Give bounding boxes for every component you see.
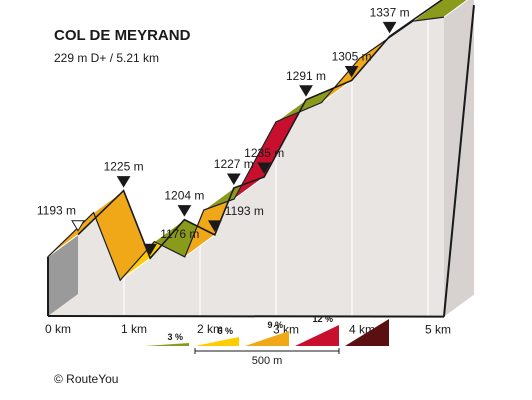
legend-label: 3 % (167, 332, 183, 342)
profile-start-cap (48, 234, 78, 316)
elevation-marker (143, 243, 158, 256)
profile-end-edge (442, 5, 475, 317)
elevation-marker (207, 220, 222, 232)
distance-axis: 0 km 1 km 2 km 3 km 4 km 5 km (45, 322, 451, 337)
legend-swatch (295, 325, 339, 346)
elevation-label: 1193 m (225, 204, 264, 218)
chart-subtitle: 229 m D+ / 5.21 km (54, 51, 159, 65)
elevation-marker (116, 176, 131, 188)
elevation-label: 1337 m (370, 5, 410, 19)
elevation-marker (257, 162, 272, 174)
elevation-marker (299, 85, 313, 97)
elevation-label: 1176 m (160, 227, 199, 241)
credit-text: © RouteYou (54, 372, 118, 386)
endpoint-marker (71, 220, 85, 232)
elevation-marker (177, 205, 192, 217)
legend-swatch (195, 337, 239, 346)
elevation-label: 1193 m (37, 204, 76, 218)
legend-label: 12 % (312, 314, 333, 324)
profile-ground-line (47, 315, 444, 318)
chart-title: COL DE MEYRAND (54, 27, 191, 44)
elevation-label: 1235 m (244, 146, 284, 160)
legend-swatch (245, 331, 289, 346)
gradient-legend: 3 % 6 % 9 % 12 % 500 m (145, 314, 389, 367)
km-tick-label: 5 km (425, 323, 451, 337)
elevation-markers: 1193 m 1225 m 1176 m 1204 m 1193 m 1227 m1235… (37, 5, 410, 256)
scale-label: 500 m (252, 355, 283, 367)
legend-swatch (345, 319, 389, 346)
elevation-label: 1204 m (164, 189, 204, 203)
km-tick-label: 0 km (45, 322, 71, 336)
elevation-label: 1225 m (104, 160, 144, 174)
km-tick-label: 3 km (273, 322, 299, 336)
elevation-marker (382, 21, 397, 34)
legend-swatch (145, 343, 189, 346)
km-tick-label: 1 km (121, 322, 147, 336)
km-tick-label: 2 km (197, 322, 223, 336)
elevation-label: 1227 m (214, 157, 254, 171)
legend-label: 9 % (267, 320, 283, 330)
elevation-label: 1305 m (332, 50, 372, 64)
elevation-marker (344, 66, 359, 78)
profile-wall (48, 17, 444, 317)
legend-label: 6 % (217, 326, 233, 336)
elevation-marker (226, 173, 241, 185)
elevation-label: 1291 m (286, 69, 326, 83)
profile-wall-edge (47, 16, 445, 282)
